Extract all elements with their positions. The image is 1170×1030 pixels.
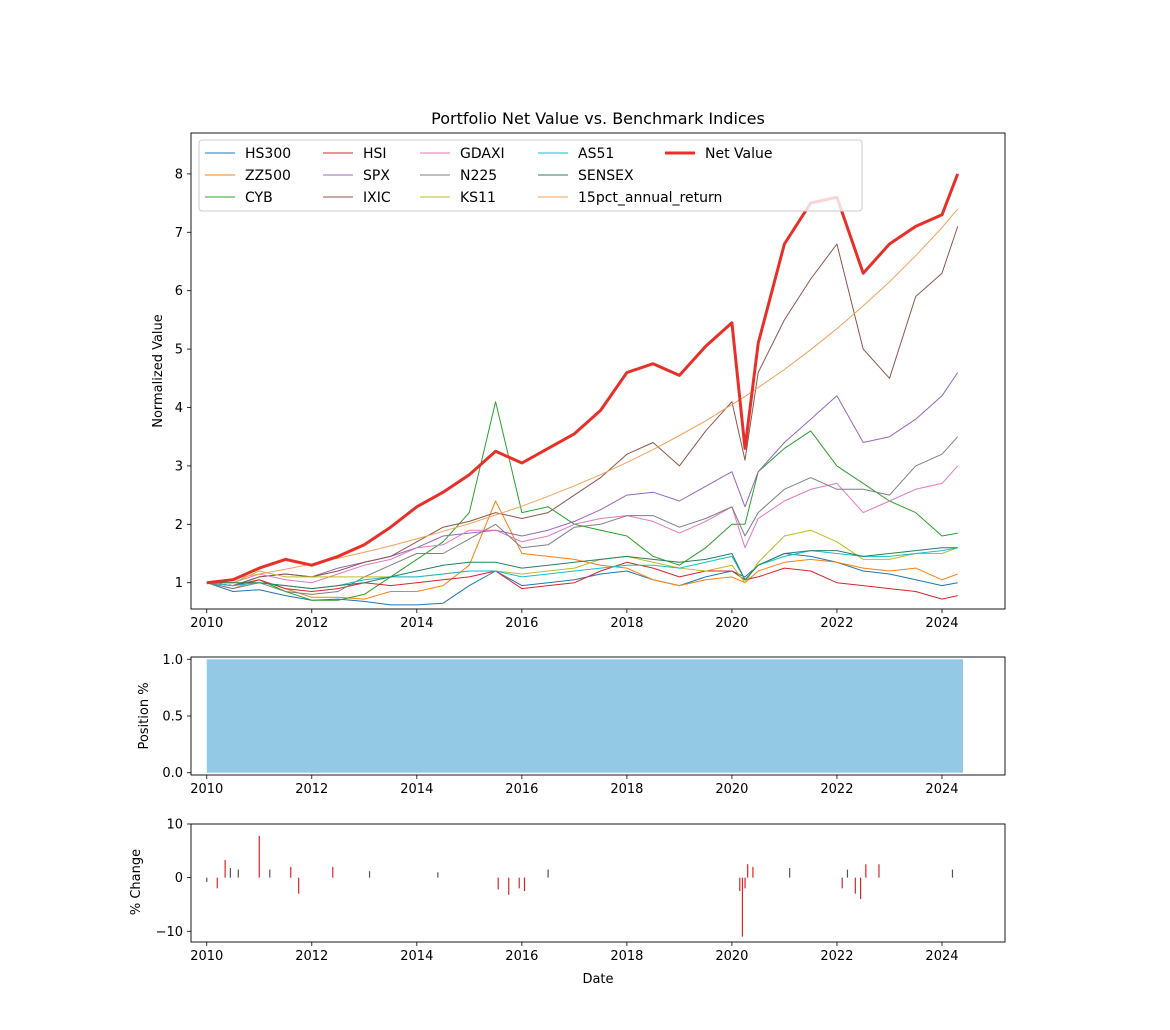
y-tick-label: 0.5: [162, 710, 183, 725]
x-tick-label: 2020: [715, 616, 748, 631]
change-chart-panel: 2010 2012 2014 2016 2018 2020 2022 2024 10 0 −10: [156, 818, 1006, 964]
series-line-zz500: [206, 500, 958, 600]
y-tick-label: 2: [175, 518, 183, 533]
x-tick-label: 2010: [190, 616, 223, 631]
x-tick-label: 2016: [505, 616, 538, 631]
legend-label-n225: N225: [460, 168, 497, 184]
y-tick-label: 6: [175, 284, 183, 299]
series-line-n225: [206, 436, 959, 595]
legend-label-15pct-annual-return: 15pct_annual_return: [578, 190, 722, 206]
legend-label-hs300: HS300: [245, 146, 291, 162]
y-tick-label: 0.0: [162, 766, 183, 781]
axes-frame: [190, 132, 1006, 610]
chart-title: Portfolio Net Value vs. Benchmark Indice…: [431, 109, 765, 128]
legend-label-net-value: Net Value: [705, 146, 772, 162]
x-tick-label: 2018: [610, 782, 643, 797]
x-tick-label: 2020: [715, 782, 748, 797]
y-tick-label: 10: [166, 818, 183, 833]
legend: HS300 ZZ500 CYB HSI SPX IXIC GDAXI N225 KS11 AS51…: [198, 139, 863, 212]
legend-label-gdaxi: GDAXI: [460, 146, 505, 162]
x-tick-label: 2020: [715, 949, 748, 964]
series-line-cyb: [206, 401, 958, 601]
series-line-spx: [206, 372, 959, 587]
series-line-gdaxi: [206, 465, 959, 584]
x-tick-label: 2024: [925, 949, 958, 964]
legend-label-as51: AS51: [578, 146, 614, 162]
x-tick-label: 2016: [505, 782, 538, 797]
y-tick-label: 1.0: [162, 653, 183, 668]
x-tick-label: 2016: [505, 949, 538, 964]
y-tick-label: 8: [175, 167, 183, 182]
y-tick-label: 3: [175, 459, 183, 474]
x-tick-label: 2018: [610, 949, 643, 964]
x-tick-label: 2014: [400, 782, 433, 797]
legend-label-sensex: SENSEX: [578, 168, 634, 184]
series-line-sensex: [206, 547, 958, 590]
x-tick-label: 2022: [820, 782, 853, 797]
series-line-as51: [206, 547, 958, 590]
x-tick-label: 2012: [295, 616, 328, 631]
series-line-15pct-annual-return: [206, 208, 959, 584]
x-tick-label: 2022: [820, 949, 853, 964]
series-line-net-value: [206, 173, 960, 585]
legend-box: [198, 139, 863, 212]
legend-label-zz500: ZZ500: [245, 168, 291, 184]
y-tick-label: 0: [175, 871, 183, 886]
x-tick-label: 2024: [925, 616, 958, 631]
legend-label-hsi: HSI: [363, 146, 387, 162]
x-tick-label: 2012: [295, 949, 328, 964]
series-lines: [206, 173, 960, 606]
x-tick-label: 2014: [400, 949, 433, 964]
x-tick-label: 2022: [820, 616, 853, 631]
position-area: [206, 659, 963, 773]
series-line-ixic: [206, 226, 959, 587]
axes-frame: [190, 823, 1006, 943]
position-chart-panel: 2010 2012 2014 2016 2018 2020 2022 2024 0.0 0.5 1.…: [162, 653, 1006, 797]
change-y-label: % Change: [129, 849, 144, 915]
position-y-label: Position %: [137, 682, 152, 749]
x-axis-label: Date: [582, 972, 613, 987]
series-line-hsi: [206, 561, 958, 600]
y-tick-label: 1: [175, 576, 183, 591]
legend-label-cyb: CYB: [245, 190, 273, 206]
x-tick-label: 2024: [925, 782, 958, 797]
x-tick-label: 2014: [400, 616, 433, 631]
x-tick-label: 2010: [190, 782, 223, 797]
y-tick-label: 4: [175, 401, 183, 416]
y-tick-label: −10: [156, 925, 183, 940]
legend-label-ks11: KS11: [460, 190, 496, 206]
y-tick-label: 7: [175, 226, 183, 241]
x-tick-label: 2018: [610, 616, 643, 631]
x-tick-label: 2012: [295, 782, 328, 797]
legend-label-spx: SPX: [363, 168, 390, 184]
legend-label-ixic: IXIC: [363, 190, 391, 206]
x-tick-label: 2010: [190, 949, 223, 964]
y-tick-label: 5: [175, 343, 183, 358]
main-y-label: Normalized Value: [151, 314, 166, 428]
